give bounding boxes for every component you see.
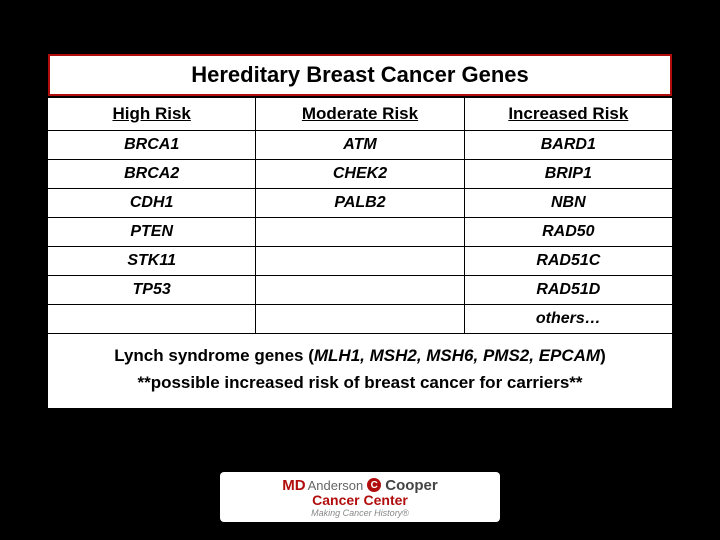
cell: BRCA2	[48, 160, 256, 188]
cell	[256, 276, 464, 304]
col-header-high: High Risk	[48, 98, 256, 130]
logo-md-text: MD	[282, 477, 305, 494]
footer-prefix: Lynch syndrome genes (	[114, 346, 314, 365]
table-row: BRCA1 ATM BARD1	[48, 131, 672, 160]
cell: CHEK2	[256, 160, 464, 188]
cell: STK11	[48, 247, 256, 275]
table-row: TP53 RAD51D	[48, 276, 672, 305]
footer-line-1: Lynch syndrome genes (MLH1, MSH2, MSH6, …	[58, 342, 662, 369]
slide: Hereditary Breast Cancer Genes High Risk…	[0, 0, 720, 540]
logo-anderson-text: Anderson	[308, 478, 364, 493]
cell: RAD50	[465, 218, 672, 246]
cell	[48, 305, 256, 333]
cell: NBN	[465, 189, 672, 217]
cell	[256, 247, 464, 275]
cell: RAD51C	[465, 247, 672, 275]
cell: BARD1	[465, 131, 672, 159]
cell: BRIP1	[465, 160, 672, 188]
table-row: BRCA2 CHEK2 BRIP1	[48, 160, 672, 189]
footer-genes: MLH1, MSH2, MSH6, PMS2, EPCAM	[314, 346, 600, 365]
cell	[256, 218, 464, 246]
cell: PTEN	[48, 218, 256, 246]
cell: BRCA1	[48, 131, 256, 159]
logo-circle-icon: C	[367, 478, 381, 492]
table-row: PTEN RAD50	[48, 218, 672, 247]
cell: others…	[465, 305, 672, 333]
cell: ATM	[256, 131, 464, 159]
table-row: others…	[48, 305, 672, 334]
cell	[256, 305, 464, 333]
table-row: CDH1 PALB2 NBN	[48, 189, 672, 218]
logo: MDAnderson C Cooper Cancer Center Making…	[220, 472, 500, 522]
footer-line-2: **possible increased risk of breast canc…	[58, 369, 662, 396]
cell: CDH1	[48, 189, 256, 217]
footer-suffix: )	[600, 346, 606, 365]
logo-tagline: Making Cancer History®	[311, 508, 409, 518]
table-title-row: Hereditary Breast Cancer Genes	[48, 54, 672, 98]
cell: TP53	[48, 276, 256, 304]
logo-subtitle: Cancer Center	[312, 492, 408, 508]
col-header-moderate: Moderate Risk	[256, 98, 464, 130]
gene-table: Hereditary Breast Cancer Genes High Risk…	[46, 52, 674, 410]
table-footer: Lynch syndrome genes (MLH1, MSH2, MSH6, …	[48, 334, 672, 408]
table-row: STK11 RAD51C	[48, 247, 672, 276]
table-title: Hereditary Breast Cancer Genes	[50, 56, 670, 94]
cell: PALB2	[256, 189, 464, 217]
table-header-row: High Risk Moderate Risk Increased Risk	[48, 98, 672, 131]
col-header-increased: Increased Risk	[465, 98, 672, 130]
cell: RAD51D	[465, 276, 672, 304]
